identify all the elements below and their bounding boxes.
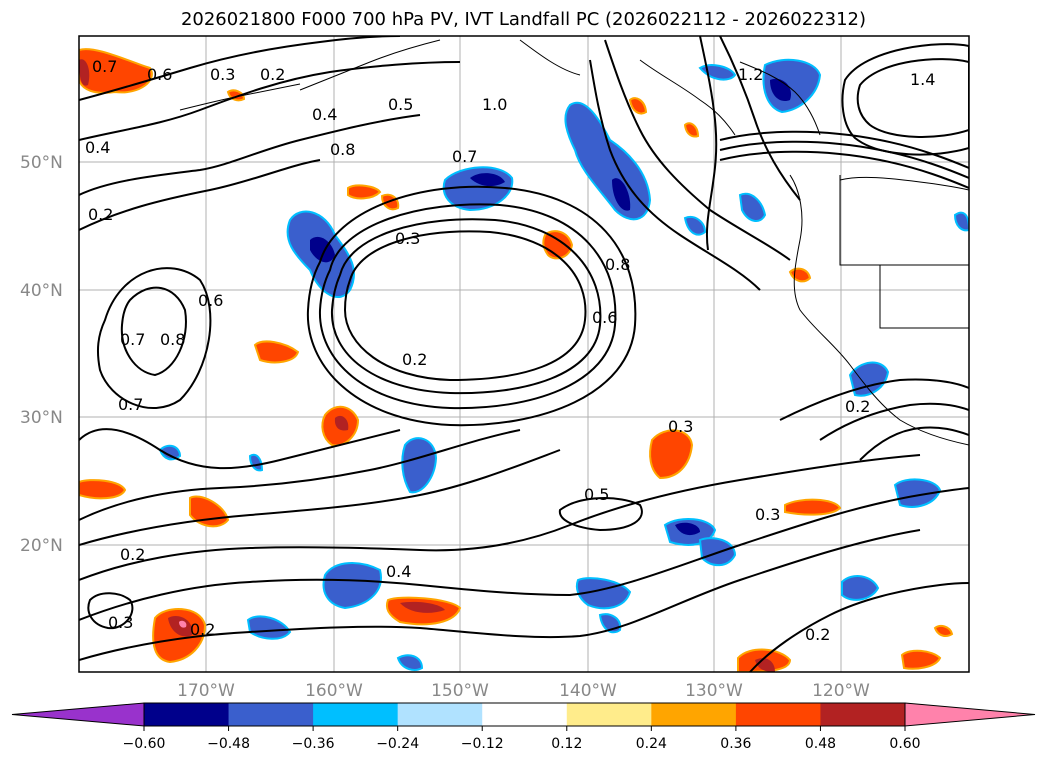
contour-label: 0.3 bbox=[108, 613, 133, 632]
colorbar-extend-low bbox=[11, 702, 145, 727]
contour-label: 0.7 bbox=[118, 395, 143, 414]
contour-label: 0.2 bbox=[190, 620, 215, 639]
colorbar-tick-label: 0.48 bbox=[805, 736, 836, 752]
colorbar-tick-label: 0.36 bbox=[720, 736, 751, 752]
contour-label: 0.2 bbox=[260, 65, 285, 84]
contour-label: 0.2 bbox=[120, 545, 145, 564]
contour-label: 0.3 bbox=[395, 229, 420, 248]
contour-label: 0.3 bbox=[668, 417, 693, 436]
latitude-labels: 50°N 40°N 30°N 20°N bbox=[20, 153, 63, 556]
colorbar-tick-label: −0.60 bbox=[123, 736, 166, 752]
contour-label: 0.3 bbox=[210, 65, 235, 84]
contour-label: 0.7 bbox=[120, 330, 145, 349]
map-frame bbox=[78, 35, 970, 673]
contour-label: 0.6 bbox=[592, 308, 617, 327]
contour-label: 1.4 bbox=[910, 70, 935, 89]
lon-label: 140°W bbox=[559, 681, 617, 701]
longitude-labels: 170°W 160°W 150°W 140°W 130°W 120°W bbox=[177, 681, 870, 701]
contour-label: 0.2 bbox=[402, 350, 427, 369]
contour-label: 0.6 bbox=[198, 291, 223, 310]
map-title: 2026021800 F000 700 hPa PV, IVT Landfall… bbox=[180, 9, 867, 30]
pv-contours bbox=[79, 36, 969, 672]
colorbar-segment bbox=[482, 703, 568, 726]
contour-label: 0.4 bbox=[386, 562, 411, 581]
colorbar-segment bbox=[820, 703, 906, 726]
colorbar-segment bbox=[651, 703, 737, 726]
colorbar-segment bbox=[397, 703, 483, 726]
contour-label: 0.2 bbox=[845, 397, 870, 416]
map-panel bbox=[79, 36, 969, 672]
contour-label: 0.2 bbox=[805, 625, 830, 644]
colorbar-segment bbox=[228, 703, 314, 726]
contour-label: 0.2 bbox=[88, 205, 113, 224]
contour-label: 0.8 bbox=[160, 330, 185, 349]
contour-label: 1.0 bbox=[482, 95, 507, 114]
colorbar-tick-label: −0.24 bbox=[376, 736, 419, 752]
lat-label: 30°N bbox=[20, 408, 63, 428]
colorbar-segment bbox=[735, 703, 821, 726]
colorbar-tick-label: −0.48 bbox=[207, 736, 250, 752]
contour-label: 0.5 bbox=[584, 485, 609, 504]
colorbar-tick-label: 0.24 bbox=[636, 736, 667, 752]
colorbar-tick-label: −0.12 bbox=[461, 736, 504, 752]
lon-label: 160°W bbox=[305, 681, 363, 701]
contour-label: 0.8 bbox=[605, 255, 630, 274]
contour-label: 0.3 bbox=[755, 505, 780, 524]
contour-label: 0.6 bbox=[147, 65, 172, 84]
lon-label: 170°W bbox=[177, 681, 235, 701]
contour-label: 0.7 bbox=[452, 147, 477, 166]
contour-label: 0.4 bbox=[312, 105, 337, 124]
contour-label-group: 0.7 0.6 0.3 0.2 0.4 0.5 0.8 1.0 1.2 1.4 … bbox=[85, 57, 935, 644]
colorbar-extend-high bbox=[904, 702, 1036, 727]
pv-shading bbox=[79, 48, 969, 672]
colorbar-tick-label: 0.60 bbox=[889, 736, 920, 752]
contour-label: 1.2 bbox=[738, 65, 763, 84]
lon-label: 130°W bbox=[685, 681, 743, 701]
colorbar-tick-label: −0.36 bbox=[292, 736, 335, 752]
contour-label: 0.5 bbox=[388, 95, 413, 114]
colorbar-frame bbox=[143, 702, 906, 727]
lat-label: 20°N bbox=[20, 536, 63, 556]
colorbar-segment bbox=[144, 703, 230, 726]
lon-label: 120°W bbox=[812, 681, 870, 701]
lat-label: 50°N bbox=[20, 153, 63, 173]
contour-label: 0.8 bbox=[330, 140, 355, 159]
positive-anomaly-areas bbox=[79, 48, 954, 672]
colorbar-segment bbox=[313, 703, 399, 726]
lat-label: 40°N bbox=[20, 281, 63, 301]
contour-label: 0.7 bbox=[92, 57, 117, 76]
contour-label: 0.4 bbox=[85, 138, 110, 157]
colorbar-segment bbox=[566, 703, 652, 726]
lon-label: 150°W bbox=[431, 681, 489, 701]
colorbar: −0.60 −0.48 −0.36 −0.24 −0.12 0.12 0.24 0.36 0.4… bbox=[11, 702, 1036, 752]
colorbar-tick-label: 0.12 bbox=[551, 736, 582, 752]
coastlines bbox=[179, 39, 969, 446]
